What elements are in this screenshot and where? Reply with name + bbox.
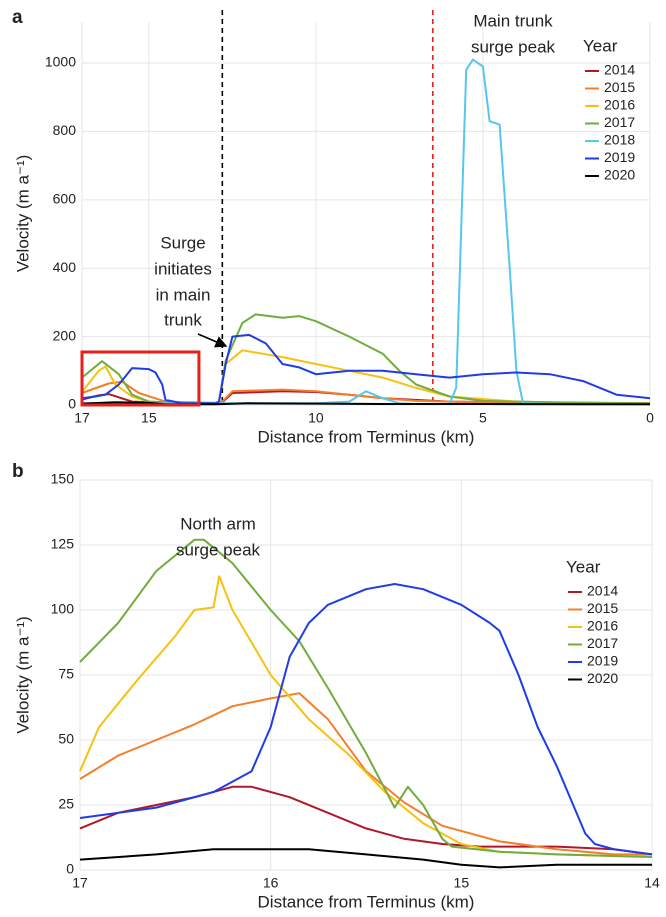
arrow — [197, 333, 228, 348]
series-line — [79, 692, 652, 856]
y-tick-label: 100 — [51, 601, 75, 617]
legend-label: 2014 — [587, 583, 618, 599]
x-tick-label: 17 — [72, 875, 88, 891]
x-tick-label: 16 — [263, 875, 279, 891]
annotation: surge peak — [471, 37, 556, 56]
legend-label: 2019 — [587, 653, 618, 669]
x-axis-title: Distance from Terminus (km) — [258, 892, 475, 911]
legend-label: 2015 — [587, 600, 618, 616]
legend-label: 2019 — [604, 149, 635, 165]
legend-label: 2020 — [604, 167, 635, 183]
x-axis-title: Distance from Terminus (km) — [258, 427, 475, 446]
annotation: North arm — [180, 514, 256, 533]
annotation: Surge — [160, 233, 205, 252]
legend-label: 2018 — [604, 132, 635, 148]
legend-title: Year — [566, 557, 601, 576]
annotation: initiates — [154, 259, 212, 278]
x-tick-label: 15 — [454, 875, 470, 891]
series-line — [82, 58, 651, 406]
y-tick-label: 25 — [58, 796, 74, 812]
x-tick-label: 5 — [479, 410, 487, 426]
x-tick-label: 14 — [644, 875, 660, 891]
series-line — [79, 538, 653, 858]
series-line — [81, 401, 650, 406]
x-tick-label: 15 — [141, 410, 157, 426]
y-tick-label: 0 — [68, 396, 76, 412]
legend-label: 2017 — [587, 635, 618, 651]
legend-label: 2015 — [604, 79, 635, 95]
x-tick-label: 10 — [308, 410, 324, 426]
panel-label: a — [12, 7, 23, 28]
y-tick-label: 50 — [58, 731, 74, 747]
y-tick-label: 200 — [53, 327, 77, 343]
legend-title: Year — [583, 36, 618, 55]
annotation: in main — [156, 285, 211, 304]
legend-label: 2016 — [587, 618, 618, 634]
series-line — [79, 583, 653, 856]
x-tick-label: 17 — [74, 410, 90, 426]
series-line — [79, 785, 653, 856]
legend-label: 2017 — [604, 114, 635, 130]
legend-label: 2014 — [604, 62, 635, 78]
legend-label: 2016 — [604, 97, 635, 113]
y-axis-title: Velocity (m a⁻¹) — [13, 616, 32, 734]
highlight-box — [80, 350, 201, 407]
y-tick-label: 1000 — [45, 54, 76, 70]
y-tick-label: 0 — [66, 861, 74, 877]
legend-label: 2020 — [587, 670, 618, 686]
series-line — [81, 313, 651, 405]
y-tick-label: 800 — [53, 122, 77, 138]
panel-label: b — [12, 461, 24, 482]
annotation: Main trunk — [473, 11, 553, 30]
y-tick-label: 400 — [53, 259, 77, 275]
annotation: surge peak — [176, 540, 261, 559]
y-tick-label: 125 — [51, 536, 75, 552]
series-line — [81, 333, 651, 405]
y-tick-label: 75 — [58, 666, 74, 682]
series-line — [79, 575, 653, 858]
series-line — [79, 848, 652, 869]
annotation: trunk — [164, 310, 202, 329]
y-tick-label: 150 — [51, 471, 75, 487]
y-axis-title: Velocity (m a⁻¹) — [13, 155, 32, 273]
x-tick-label: 0 — [646, 410, 654, 426]
y-tick-label: 600 — [53, 191, 77, 207]
